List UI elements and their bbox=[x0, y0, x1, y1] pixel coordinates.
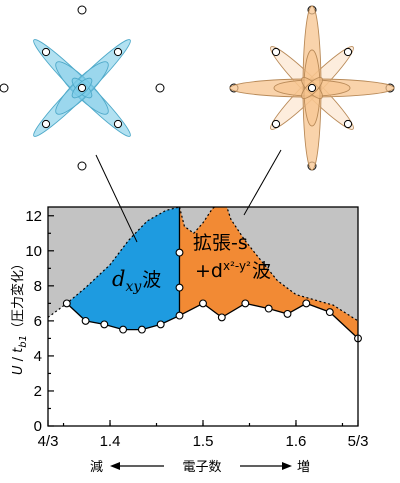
dxy-region-label: dxy波 bbox=[112, 267, 161, 295]
lattice-site bbox=[307, 83, 317, 93]
y-tick-label: 4 bbox=[34, 348, 42, 365]
lattice-site bbox=[77, 83, 87, 93]
boundary-point bbox=[137, 325, 146, 334]
y-tick-label: 6 bbox=[34, 313, 42, 330]
boundary-point bbox=[241, 299, 250, 308]
lattice-site bbox=[343, 47, 353, 57]
lattice-site bbox=[113, 47, 123, 57]
x-axis-label-left: 減 bbox=[90, 459, 103, 475]
dxy-region bbox=[66, 207, 180, 330]
ext-s-orbital-inset bbox=[229, 5, 395, 171]
lattice-site bbox=[77, 161, 87, 171]
x-tick-label: 1.5 bbox=[193, 433, 214, 450]
lattice-site bbox=[271, 47, 281, 57]
lattice-site bbox=[155, 83, 165, 93]
lattice-site bbox=[41, 119, 51, 129]
boundary-point bbox=[283, 309, 292, 318]
boundary-point bbox=[62, 299, 71, 308]
x-tick-label: 5/3 bbox=[348, 433, 369, 450]
x-axis: 4/3 1.4 1.5 1.6 5/3 bbox=[38, 420, 369, 450]
y-tick-label: 0 bbox=[34, 418, 42, 435]
x-tick-label: 1.6 bbox=[286, 433, 307, 450]
lattice-site bbox=[0, 83, 9, 93]
boundary-point bbox=[325, 308, 334, 317]
connector-line-left bbox=[95, 154, 138, 243]
dotted-boundary-line bbox=[48, 207, 358, 322]
x-axis-label-right: 増 bbox=[297, 460, 310, 475]
y-tick-label: 10 bbox=[25, 243, 42, 260]
lattice-site bbox=[77, 5, 87, 15]
boundary-points bbox=[62, 248, 362, 343]
phase-regions bbox=[48, 207, 358, 426]
y-tick-label: 8 bbox=[34, 278, 42, 295]
lattice-site bbox=[41, 47, 51, 57]
boundary-point bbox=[264, 304, 273, 313]
arrow-left-icon bbox=[110, 462, 164, 470]
y-axis: 0 2 4 6 8 10 12 bbox=[25, 208, 54, 435]
y-axis-label: U / tb1（圧力変化） bbox=[10, 257, 29, 375]
lower-white-region bbox=[48, 303, 358, 426]
boundary-point bbox=[81, 316, 90, 325]
boundary-point bbox=[175, 311, 184, 320]
lattice-site bbox=[113, 119, 123, 129]
lattice-site bbox=[343, 119, 353, 129]
ext-s-region-label-line2: +dx²-y²波 bbox=[195, 259, 271, 282]
boundary-point bbox=[119, 325, 128, 334]
boundary-point bbox=[175, 248, 184, 257]
ext-s-region-label-line1: 拡張-s bbox=[193, 232, 248, 254]
y-tick-label: 2 bbox=[34, 383, 42, 400]
x-tick-label: 1.4 bbox=[100, 433, 121, 450]
lattice-site bbox=[271, 119, 281, 129]
connector-line-right bbox=[243, 149, 282, 216]
boundary-point bbox=[199, 299, 207, 308]
boundary-point bbox=[156, 320, 165, 329]
x-tick-label: 4/3 bbox=[38, 433, 59, 450]
x-axis-label-center: 電子数 bbox=[182, 460, 221, 475]
dxy-orbital-inset bbox=[0, 5, 165, 171]
arrow-right-icon bbox=[240, 462, 292, 470]
boundary-point bbox=[100, 320, 109, 329]
boundary-point bbox=[302, 299, 311, 308]
boundary-point bbox=[217, 313, 226, 322]
y-tick-label: 12 bbox=[25, 208, 42, 225]
boundary-point bbox=[175, 283, 184, 292]
